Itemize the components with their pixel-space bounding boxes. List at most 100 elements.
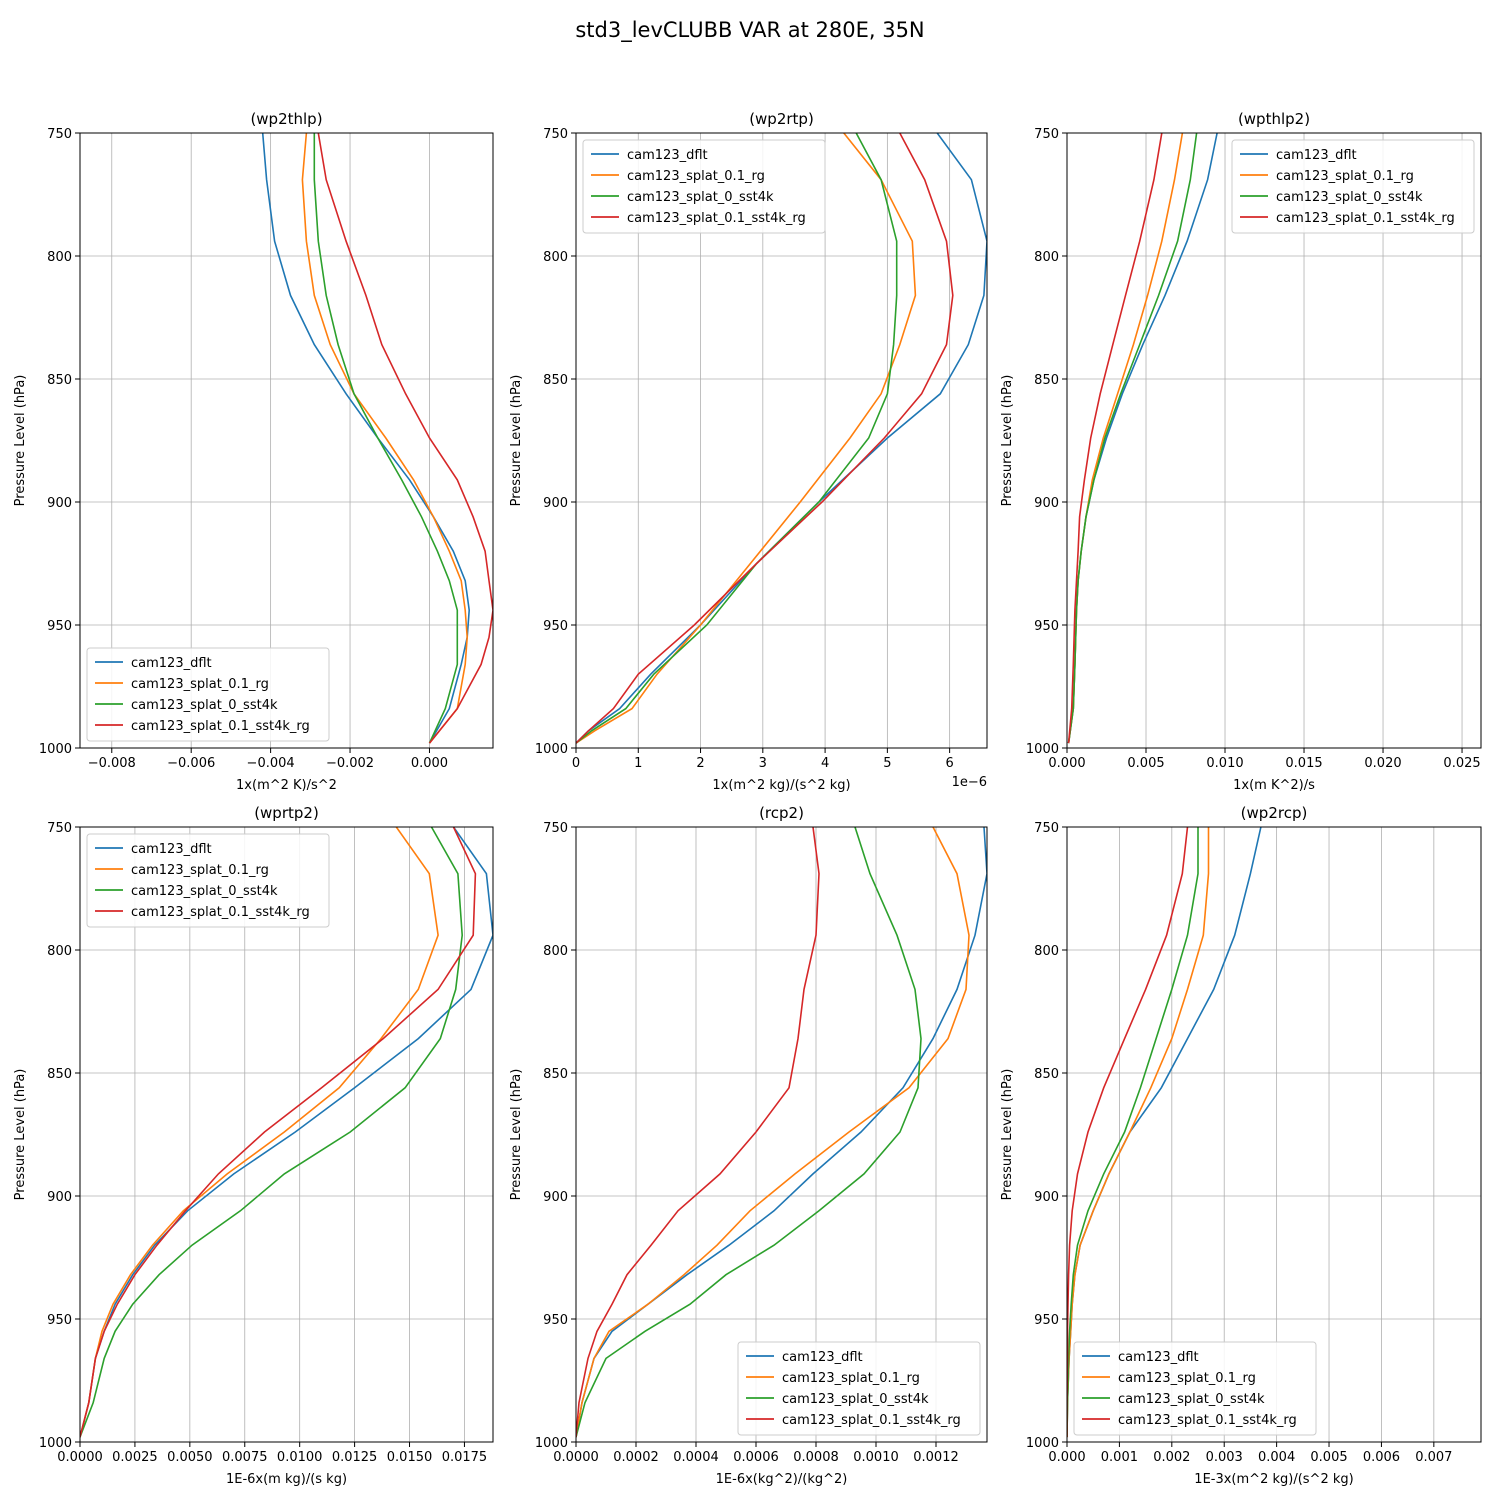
subplot-3: 0.000 0.005 0.010 0.015 0.020 0.025 750 800 850 9… <box>1000 110 1482 793</box>
legend-entry: cam123_dflt <box>131 842 212 857</box>
y-tick-label: 850 <box>47 1067 72 1082</box>
legend-entry: cam123_splat_0.1_rg <box>627 169 765 184</box>
x-axis-label: 1E-6x(kg^2)/(kg^2) <box>716 1472 848 1487</box>
x-tick-label: −0.004 <box>247 756 295 771</box>
subplot-5: 0.0000 0.0002 0.0004 0.0006 0.0008 0.0010 0.00… <box>509 804 988 1487</box>
y-tick-label: 950 <box>47 619 72 634</box>
x-tick-label: 0.0075 <box>222 1450 268 1465</box>
y-tick-label: 1000 <box>535 1436 568 1451</box>
y-tick-label: 1000 <box>1026 742 1059 757</box>
subplot-4: 0.0000 0.0025 0.0050 0.0075 0.0100 0.0125 0.01… <box>13 804 494 1487</box>
subplot-1: −0.008 −0.006 −0.004 −0.002 0.000 750 800 850 90… <box>13 110 494 793</box>
legend: cam123_dflt cam123_splat_0.1_rg cam123_spl… <box>86 833 330 928</box>
x-tick-label: 0.000 <box>411 756 448 771</box>
y-tick-label: 850 <box>1034 1067 1059 1082</box>
y-tick-label: 850 <box>47 373 72 388</box>
x-axis-label: 1E-3x(m^2 kg)/(s^2 kg) <box>1194 1472 1353 1487</box>
x-axis-label: 1x(m^2 kg)/(s^2 kg) <box>712 778 850 793</box>
legend-box <box>86 647 330 742</box>
series-line-cam123_splat_0.1_rg <box>576 133 917 744</box>
y-tick-label: 800 <box>47 944 72 959</box>
y-tick-label: 750 <box>543 127 568 142</box>
legend-entry: cam123_splat_0.1_sst4k_rg <box>131 905 310 920</box>
x-tick-label: 0.007 <box>1415 1450 1452 1465</box>
legend-box <box>1073 1341 1317 1436</box>
legend-entry: cam123_splat_0.1_rg <box>131 677 269 692</box>
subplot-2: 0 1 2 3 4 5 6 750 800 850 900 950 1000 1e−6 (wp2rtp) 1x… <box>509 110 988 793</box>
legend: cam123_dflt cam123_splat_0.1_rg cam123_spl… <box>86 647 330 742</box>
y-tick-label: 800 <box>1034 944 1059 959</box>
series-line-cam123_splat_0.1_sst4k_rg <box>80 827 477 1438</box>
x-offset-text: 1e−6 <box>952 775 987 790</box>
x-tick-label: −0.002 <box>326 756 374 771</box>
legend: cam123_dflt cam123_splat_0.1_rg cam123_spl… <box>1231 139 1475 234</box>
y-tick-label: 1000 <box>39 742 72 757</box>
series-line-cam123_splat_0.1_sst4k_rg <box>576 133 954 744</box>
x-tick-label: 0.0002 <box>613 1450 659 1465</box>
x-tick-label: 0.0006 <box>733 1450 779 1465</box>
x-tick-label: 0.025 <box>1443 756 1480 771</box>
series-line-cam123_splat_0.1_sst4k_rg <box>317 133 493 744</box>
y-tick-label: 900 <box>1034 496 1059 511</box>
y-axis-label: Pressure Level (hPa) <box>509 375 524 507</box>
axes-frame <box>1066 826 1482 1443</box>
x-axis-label: 1x(m K^2)/s <box>1233 778 1315 793</box>
legend-entry: cam123_splat_0_sst4k <box>627 190 774 205</box>
series-line-cam123_splat_0_sst4k <box>576 827 922 1438</box>
legend-box <box>582 139 826 234</box>
y-tick-label: 1000 <box>1026 1436 1059 1451</box>
x-tick-label: 0.0100 <box>277 1450 323 1465</box>
x-tick-label: 0.000 <box>1048 1450 1085 1465</box>
x-tick-label: −0.006 <box>167 756 215 771</box>
series-line-cam123_dflt <box>261 133 471 744</box>
y-tick-label: 800 <box>543 944 568 959</box>
x-tick-label: 0.005 <box>1310 1450 1347 1465</box>
y-tick-label: 750 <box>1034 821 1059 836</box>
x-tick-label: 0.001 <box>1101 1450 1138 1465</box>
subplot-title: (rcp2) <box>759 804 804 822</box>
y-tick-label: 750 <box>1034 127 1059 142</box>
y-tick-label: 900 <box>543 1190 568 1205</box>
x-tick-label: 3 <box>759 756 767 771</box>
y-tick-label: 750 <box>47 821 72 836</box>
legend-entry: cam123_splat_0.1_sst4k_rg <box>1118 1413 1297 1428</box>
legend-entry: cam123_splat_0.1_sst4k_rg <box>1276 211 1455 226</box>
y-tick-label: 900 <box>1034 1190 1059 1205</box>
subplot-title: (wp2thlp) <box>250 110 322 128</box>
legend-entry: cam123_dflt <box>782 1350 863 1365</box>
y-tick-label: 850 <box>1034 373 1059 388</box>
x-tick-label: 0.0025 <box>112 1450 158 1465</box>
x-tick-label: 0.010 <box>1206 756 1243 771</box>
legend-box <box>737 1341 981 1436</box>
x-tick-label: 0.020 <box>1364 756 1401 771</box>
legend-entry: cam123_dflt <box>1118 1350 1199 1365</box>
subplot-grid: −0.008 −0.006 −0.004 −0.002 0.000 750 800 850 90… <box>13 110 1482 1487</box>
legend-entry: cam123_splat_0_sst4k <box>782 1392 929 1407</box>
series-line-cam123_splat_0_sst4k <box>80 827 464 1438</box>
x-tick-label: 4 <box>821 756 829 771</box>
series-line-cam123_splat_0.1_sst4k_rg <box>576 827 820 1438</box>
axes-frame <box>79 132 494 749</box>
legend-box <box>1231 139 1475 234</box>
subplot-title: (wpthlp2) <box>1238 110 1310 128</box>
x-tick-label: 0.000 <box>1048 756 1085 771</box>
series-line-cam123_splat_0.1_rg <box>576 827 970 1438</box>
legend-entry: cam123_splat_0.1_sst4k_rg <box>131 719 310 734</box>
figure-title: std3_levCLUBB VAR at 280E, 35N <box>575 18 924 43</box>
legend: cam123_dflt cam123_splat_0.1_rg cam123_spl… <box>1073 1341 1317 1436</box>
y-tick-label: 900 <box>47 496 72 511</box>
y-tick-label: 950 <box>47 1313 72 1328</box>
x-tick-label: 2 <box>696 756 704 771</box>
series-line-cam123_splat_0_sst4k <box>1067 133 1198 744</box>
x-tick-label: 0.002 <box>1153 1450 1190 1465</box>
x-tick-label: 0.015 <box>1285 756 1322 771</box>
x-tick-label: 0.0000 <box>553 1450 599 1465</box>
x-tick-label: 0.004 <box>1258 1450 1295 1465</box>
legend: cam123_dflt cam123_splat_0.1_rg cam123_spl… <box>582 139 826 234</box>
x-tick-label: 0 <box>572 756 580 771</box>
axes-frame <box>79 826 494 1443</box>
legend-entry: cam123_dflt <box>131 656 212 671</box>
x-tick-label: 1 <box>634 756 642 771</box>
y-tick-label: 750 <box>47 127 72 142</box>
